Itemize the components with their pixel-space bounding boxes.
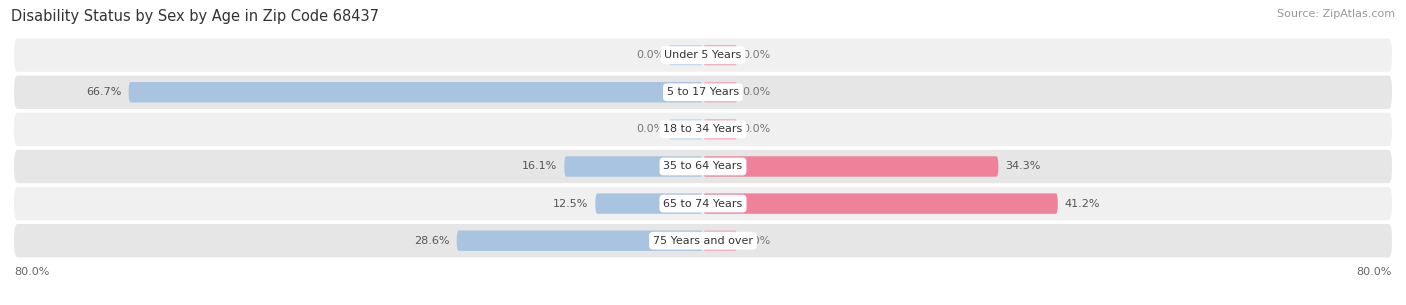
Text: 80.0%: 80.0%: [1357, 267, 1392, 278]
Text: 75 Years and over: 75 Years and over: [652, 236, 754, 246]
Text: 80.0%: 80.0%: [14, 267, 49, 278]
Text: Disability Status by Sex by Age in Zip Code 68437: Disability Status by Sex by Age in Zip C…: [11, 9, 380, 24]
Text: Source: ZipAtlas.com: Source: ZipAtlas.com: [1277, 9, 1395, 19]
Text: 34.3%: 34.3%: [1005, 161, 1040, 171]
FancyBboxPatch shape: [669, 119, 703, 140]
Text: 5 to 17 Years: 5 to 17 Years: [666, 87, 740, 97]
FancyBboxPatch shape: [669, 45, 703, 65]
FancyBboxPatch shape: [703, 231, 738, 251]
FancyBboxPatch shape: [14, 38, 1392, 72]
Text: 0.0%: 0.0%: [742, 50, 770, 60]
Text: 0.0%: 0.0%: [636, 50, 664, 60]
FancyBboxPatch shape: [14, 113, 1392, 146]
Text: 0.0%: 0.0%: [742, 87, 770, 97]
Text: 35 to 64 Years: 35 to 64 Years: [664, 161, 742, 171]
FancyBboxPatch shape: [703, 119, 738, 140]
Text: Under 5 Years: Under 5 Years: [665, 50, 741, 60]
FancyBboxPatch shape: [564, 156, 703, 177]
Text: 0.0%: 0.0%: [742, 236, 770, 246]
FancyBboxPatch shape: [703, 45, 738, 65]
Text: 16.1%: 16.1%: [522, 161, 557, 171]
Text: 65 to 74 Years: 65 to 74 Years: [664, 199, 742, 209]
Text: 12.5%: 12.5%: [553, 199, 589, 209]
Text: 18 to 34 Years: 18 to 34 Years: [664, 124, 742, 135]
FancyBboxPatch shape: [14, 150, 1392, 183]
FancyBboxPatch shape: [14, 224, 1392, 257]
Text: 0.0%: 0.0%: [742, 124, 770, 135]
FancyBboxPatch shape: [128, 82, 703, 102]
Text: 41.2%: 41.2%: [1064, 199, 1099, 209]
FancyBboxPatch shape: [14, 76, 1392, 109]
FancyBboxPatch shape: [703, 82, 738, 102]
Text: 28.6%: 28.6%: [415, 236, 450, 246]
FancyBboxPatch shape: [703, 193, 1057, 214]
Text: 66.7%: 66.7%: [86, 87, 122, 97]
Text: 0.0%: 0.0%: [636, 124, 664, 135]
FancyBboxPatch shape: [703, 156, 998, 177]
FancyBboxPatch shape: [595, 193, 703, 214]
FancyBboxPatch shape: [14, 187, 1392, 220]
FancyBboxPatch shape: [457, 231, 703, 251]
